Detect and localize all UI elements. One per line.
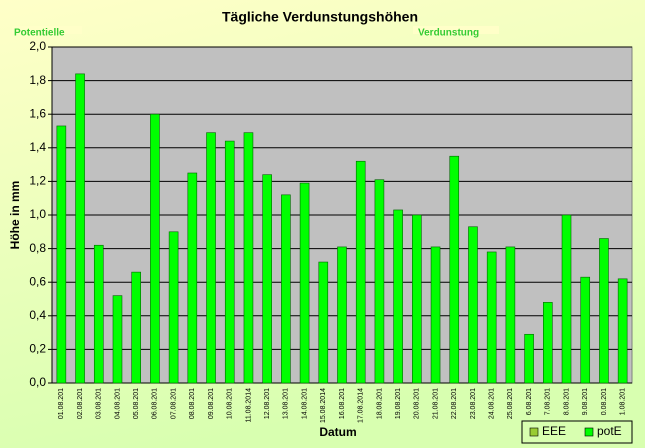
- x-tick-label: 05.08.201: [133, 388, 140, 419]
- bar: [131, 271, 141, 384]
- bar: [299, 182, 310, 384]
- bar: [580, 276, 591, 384]
- y-tick-label: 0,8: [29, 241, 46, 255]
- x-tick-label: 07.08.201: [170, 388, 177, 419]
- x-axis-label: Datum: [319, 425, 356, 439]
- y-tick-label: 1,2: [29, 174, 46, 188]
- legend-swatch: [529, 427, 539, 437]
- x-tick-label: 17.08.2014: [358, 388, 365, 423]
- x-tick-label: 02.08.201: [77, 388, 84, 419]
- x-tick-label: 8.08.201: [563, 388, 570, 415]
- y-tick-label: 1,0: [29, 207, 46, 221]
- bar: [355, 160, 366, 384]
- bar: [468, 226, 478, 384]
- bar: [505, 246, 516, 384]
- bar: [262, 174, 272, 384]
- bar: [150, 113, 160, 384]
- x-tick-label: 16.08.201: [339, 388, 346, 419]
- annotation: Potentielle: [14, 28, 65, 39]
- y-tick-label: 2,0: [29, 39, 46, 53]
- bar: [56, 125, 67, 384]
- x-tick-label: 22.08.201: [451, 388, 458, 419]
- y-tick-label: 1,4: [29, 140, 46, 154]
- x-tick-label: 15.08.2014: [320, 388, 327, 423]
- x-tick-label: 20.08.201: [414, 388, 421, 419]
- x-tick-label: 1.08.201: [619, 388, 626, 415]
- bar: [393, 209, 403, 384]
- bar: [112, 295, 123, 384]
- chart-title: Tägliche Verdunstungshöhen: [222, 9, 418, 25]
- x-tick-label: 08.08.201: [189, 388, 196, 419]
- x-tick-label: 21.08.201: [432, 388, 439, 419]
- bar: [168, 231, 179, 384]
- annotation-box: [12, 26, 82, 34]
- x-tick-label: 06.08.201: [152, 388, 159, 419]
- bar: [617, 278, 628, 384]
- y-tick-label: 1,6: [29, 106, 46, 120]
- bar: [224, 140, 235, 384]
- bar: [374, 179, 385, 384]
- y-tick-label: 1,8: [29, 73, 46, 87]
- bar: [337, 246, 347, 384]
- bar: [561, 214, 572, 384]
- bar: [206, 132, 216, 384]
- y-tick-label: 0,2: [29, 342, 46, 356]
- x-tick-label: 04.08.201: [114, 388, 121, 419]
- x-tick-label: 18.08.201: [376, 388, 383, 419]
- bar: [75, 73, 85, 384]
- x-tick-label: 6.08.201: [526, 388, 533, 415]
- x-tick-label: 09.08.201: [208, 388, 215, 419]
- x-tick-label: 14.08.201: [301, 388, 308, 419]
- bar: [486, 251, 497, 384]
- legend-label: potE: [597, 424, 622, 438]
- y-axis-label: Höhe in mm: [8, 181, 22, 250]
- x-tick-label: 19.08.201: [395, 388, 402, 419]
- x-tick-label: 03.08.201: [96, 388, 103, 419]
- legend-box: [521, 420, 633, 444]
- y-tick-label: 0,4: [29, 308, 46, 322]
- x-tick-label: 13.08.201: [283, 388, 290, 419]
- x-tick-label: 7.08.201: [545, 388, 552, 415]
- bar: [281, 194, 291, 384]
- x-tick-label: 24.08.201: [489, 388, 496, 419]
- y-tick-label: 0,6: [29, 274, 46, 288]
- legend-swatch: [584, 427, 594, 437]
- bar: [187, 172, 198, 384]
- y-tick-label: 0,0: [29, 375, 46, 389]
- x-tick-label: 11.08.2014: [245, 388, 252, 423]
- bar: [599, 238, 609, 384]
- x-tick-label: 9.08.201: [582, 388, 589, 415]
- bar: [430, 246, 441, 384]
- x-tick-label: 23.08.201: [470, 388, 477, 419]
- bar: [543, 302, 553, 384]
- x-tick-label: 25.08.201: [507, 388, 514, 419]
- annotation: Verdunstung: [418, 28, 479, 39]
- bar: [412, 214, 422, 384]
- x-tick-label: 01.08.201: [58, 388, 65, 419]
- x-tick-label: 12.08.201: [264, 388, 271, 419]
- bar: [449, 155, 460, 384]
- x-tick-label: 0.08.201: [601, 388, 608, 415]
- x-tick-label: 10.08.201: [227, 388, 234, 419]
- bar: [318, 261, 329, 384]
- bar: [243, 132, 254, 384]
- bar: [524, 333, 534, 384]
- bar: [93, 244, 104, 384]
- annotation-box: [413, 26, 499, 34]
- legend-label: EEE: [542, 424, 566, 438]
